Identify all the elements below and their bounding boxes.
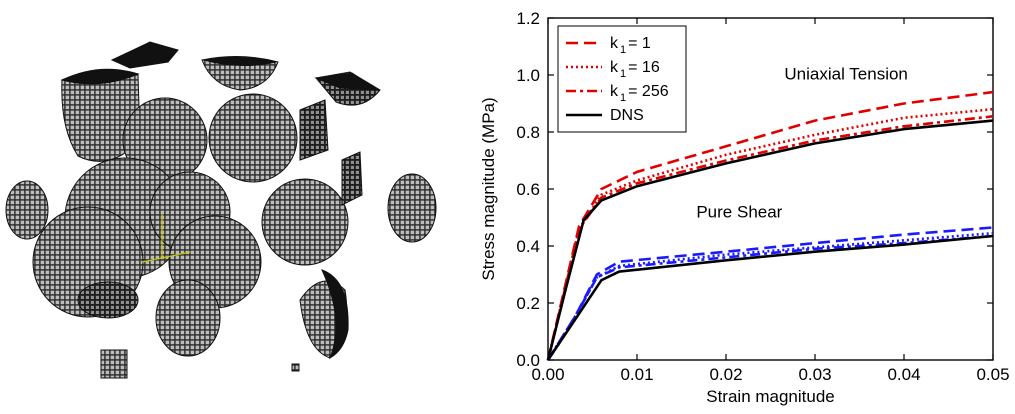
series-layer [546, 90, 994, 361]
annotation-label: Pure Shear [696, 203, 782, 222]
y-axis-title: Stress magnitude (MPa) [479, 97, 498, 280]
annotations: Uniaxial Tension Pure Shear [696, 64, 908, 221]
y-tick-label: 0.0 [516, 351, 540, 370]
legend-var: k [610, 59, 619, 76]
legend-value: = 16 [628, 59, 660, 76]
y-axis: 0.0 0.2 0.4 0.6 0.8 1.0 1.2 [516, 9, 993, 370]
legend-var: k [610, 83, 619, 100]
x-axis: 0.00 0.01 0.02 0.03 0.04 0.05 [531, 18, 1010, 384]
x-axis-title: Strain magnitude [706, 387, 835, 406]
series-shear-5 [546, 231, 994, 361]
legend-entry-label: DNS [610, 107, 644, 124]
x-tick-label: 0.01 [620, 365, 653, 384]
x-tick-label: 0.04 [887, 365, 920, 384]
x-tick-label: 0.02 [709, 365, 742, 384]
legend-value: DNS [610, 107, 644, 124]
legend-subscript: 1 [620, 92, 626, 104]
y-tick-label: 1.0 [516, 66, 540, 85]
y-tick-label: 0.6 [516, 180, 540, 199]
y-tick-label: 1.2 [516, 9, 540, 28]
annotation-label: Uniaxial Tension [784, 64, 907, 83]
x-tick-label: 0.03 [798, 365, 831, 384]
series-shear-7 [546, 234, 994, 361]
legend-subscript: 1 [620, 44, 626, 56]
series-shear-6 [546, 234, 994, 361]
legend-entry-label: k 1 = 1 [610, 35, 651, 56]
stress-strain-chart: 0.00 0.01 0.02 0.03 0.04 0.05 0.0 0.2 0.4 0.6 0.8… [479, 9, 1010, 406]
voxel-particles [5, 41, 437, 379]
series-tension-2 [546, 115, 994, 361]
series-shear-4 [546, 226, 994, 361]
y-tick-label: 0.2 [516, 294, 540, 313]
legend-entry-label: k 1 = 256 [610, 83, 669, 104]
series-tension-1 [546, 107, 994, 361]
series-tension-3 [546, 119, 994, 361]
legend-var: k [610, 35, 619, 52]
legend-entry-label: k 1 = 16 [610, 59, 660, 80]
legend-subscript: 1 [620, 68, 626, 80]
microstructure-image [5, 41, 437, 379]
x-tick-label: 0.00 [531, 365, 564, 384]
y-tick-label: 0.4 [516, 237, 540, 256]
y-tick-label: 0.8 [516, 123, 540, 142]
legend-value: = 256 [628, 83, 669, 100]
legend-value: = 1 [628, 35, 651, 52]
x-tick-label: 0.05 [976, 365, 1009, 384]
coordinate-triad [141, 214, 191, 263]
